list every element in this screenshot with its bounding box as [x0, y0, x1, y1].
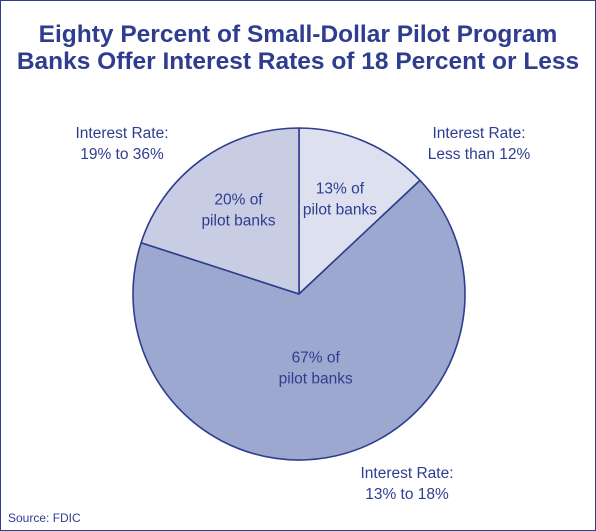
pie-slice-2 — [132, 179, 466, 461]
slice-value-label-1-line-1: 13% of — [316, 181, 365, 198]
pie-slice-1 — [298, 127, 421, 295]
slice-value-label-3-line-1: 20% of — [214, 192, 263, 209]
slice-category-label-3-line-1: Interest Rate: — [75, 125, 168, 142]
slice-category-label-3: Interest Rate: 19% to 36% — [75, 125, 168, 163]
pie-slice-3 — [140, 127, 300, 295]
slice-value-label-1: 13% of pilot banks — [303, 181, 377, 219]
chart-title-line-1: Eighty Percent of Small-Dollar Pilot Pro… — [38, 21, 558, 48]
slice-value-label-2: 67% of pilot banks — [279, 350, 353, 388]
chart-title-line-2: Banks Offer Interest Rates of 18 Percent… — [16, 48, 580, 75]
source-note: Source: FDIC — [8, 511, 81, 525]
slice-value-label-1-line-2: pilot banks — [303, 202, 377, 219]
slice-category-label-1: Interest Rate: Less than 12% — [428, 125, 531, 163]
slice-category-label-1-line-1: Interest Rate: — [432, 125, 525, 142]
slice-value-label-3-line-2: pilot banks — [201, 213, 275, 230]
slice-value-label-3: 20% of pilot banks — [201, 192, 275, 230]
slice-value-label-2-line-1: 67% of — [292, 350, 341, 367]
slice-category-label-1-line-2: Less than 12% — [428, 146, 531, 163]
chart-title: Eighty Percent of Small-Dollar Pilot Pro… — [1, 21, 595, 75]
slice-category-label-2-line-1: Interest Rate: — [360, 465, 453, 482]
slice-value-label-2-line-2: pilot banks — [279, 371, 353, 388]
slice-category-label-2-line-2: 13% to 18% — [365, 486, 449, 503]
slice-category-label-3-line-2: 19% to 36% — [80, 146, 164, 163]
slice-category-label-2: Interest Rate: 13% to 18% — [360, 465, 453, 503]
